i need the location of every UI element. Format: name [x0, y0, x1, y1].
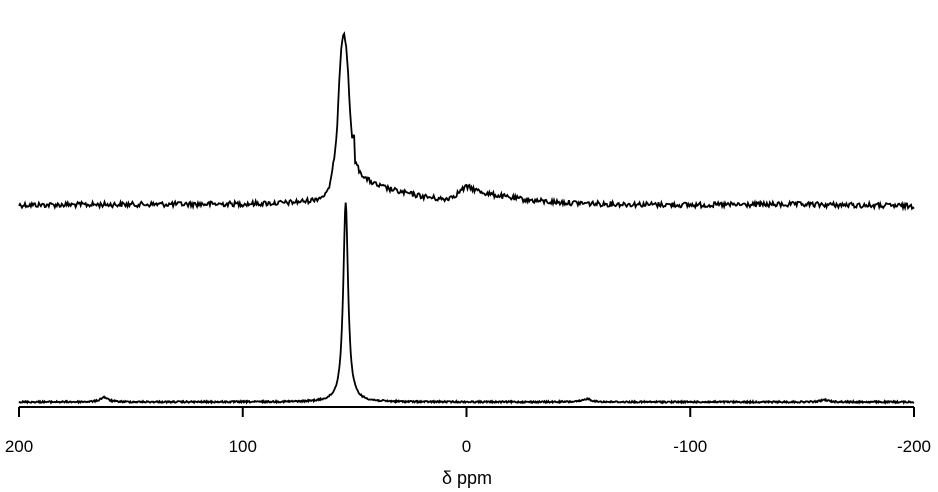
x-axis-ticks — [18, 407, 915, 417]
x-tick-label: 200 — [5, 437, 33, 456]
upper-spectrum-trace — [18, 31, 915, 212]
x-tick-label: 0 — [462, 437, 471, 456]
spectrum-traces — [18, 31, 915, 406]
x-axis-tick-labels: 200 100 0 -100 -200 — [5, 437, 931, 456]
lower-spectrum-trace — [18, 202, 915, 406]
x-tick-label: 100 — [229, 437, 257, 456]
x-tick-label: -200 — [897, 437, 931, 456]
x-axis: 200 100 0 -100 -200 — [5, 406, 931, 456]
x-tick-label: -100 — [673, 437, 707, 456]
x-axis-title: δ ppm — [442, 468, 492, 488]
